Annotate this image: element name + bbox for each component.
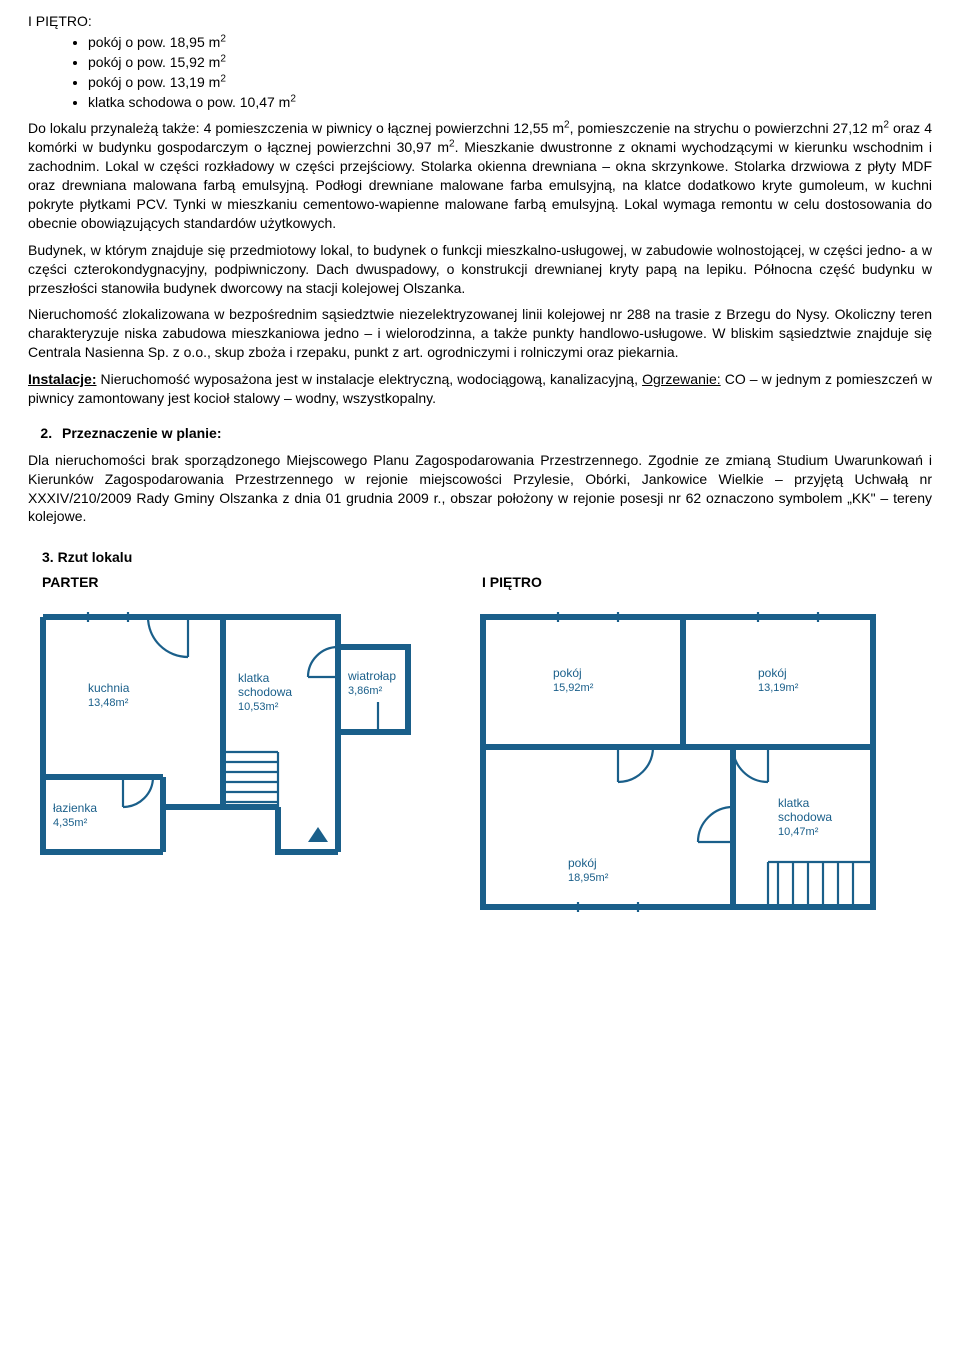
pietro-svg: pokój 15,92m² pokój 13,19m² pokój 18,95m… [468,602,888,922]
label-ogrzewanie: Ogrzewanie: [642,371,721,387]
list-item: klatka schodowa o pow. 10,47 m2 [88,93,932,112]
label-pokoj1: pokój [553,666,582,680]
paragraph-location: Nieruchomość zlokalizowana w bezpośredni… [28,305,932,362]
label-klatka2: schodowa [238,685,292,699]
area-pokoj3: 18,95m² [568,872,609,884]
list-item: pokój o pow. 13,19 m2 [88,73,932,92]
sup: 2 [220,53,226,64]
paragraph-installations: Instalacje: Nieruchomość wyposażona jest… [28,370,932,408]
room-text: pokój o pow. 18,95 m [88,34,220,50]
area-pokoj2: 13,19m² [758,682,799,694]
paragraph-building: Budynek, w którym znajduje się przedmiot… [28,241,932,298]
text: Nieruchomość wyposażona jest w instalacj… [96,371,642,387]
label-klatka: klatka [238,671,270,685]
list-item: pokój o pow. 18,95 m2 [88,33,932,52]
paragraph-plan: Dla nieruchomości brak sporządzonego Mie… [28,451,932,527]
section-2: Przeznaczenie w planie: [56,424,932,443]
label-klatka-p: klatka [778,796,810,810]
plan-pietro: I PIĘTRO [468,573,888,922]
area-kuchnia: 13,48m² [88,697,129,709]
section-3: 3. Rzut lokalu [42,548,932,567]
label-wiatrolap: wiatrołap [347,669,396,683]
sup: 2 [290,93,296,104]
floor-heading: I PIĘTRO: [28,12,932,31]
label-pokoj3: pokój [568,856,597,870]
label-pokoj2: pokój [758,666,787,680]
parter-svg: kuchnia 13,48m² klatka schodowa 10,53m² … [28,602,428,892]
area-klatka-p: 10,47m² [778,826,819,838]
label-lazienka: łazienka [53,801,97,815]
room-text: klatka schodowa o pow. 10,47 m [88,94,290,110]
section-2-title: Przeznaczenie w planie: [56,424,932,443]
paragraph-description: Do lokalu przynależą także: 4 pomieszcze… [28,119,932,232]
area-klatka: 10,53m² [238,701,279,713]
room-text: pokój o pow. 13,19 m [88,74,220,90]
section-3-num: 3. [42,549,54,565]
room-text: pokój o pow. 15,92 m [88,54,220,70]
area-wiatrolap: 3,86m² [348,685,383,697]
floor-plans: PARTER [28,573,932,922]
plan-parter-title: PARTER [42,573,428,592]
label-kuchnia: kuchnia [88,681,130,695]
plan-parter: PARTER [28,573,428,922]
plan-pietro-title: I PIĘTRO [482,573,888,592]
area-pokoj1: 15,92m² [553,682,594,694]
section-3-title: Rzut lokalu [58,549,133,565]
text: Do lokalu przynależą także: 4 pomieszcze… [28,120,564,136]
list-item: pokój o pow. 15,92 m2 [88,53,932,72]
area-lazienka: 4,35m² [53,817,88,829]
sup: 2 [220,33,226,44]
label-instalacje: Instalacje: [28,371,96,387]
label-klatka-p2: schodowa [778,810,832,824]
sup: 2 [220,73,226,84]
room-list: pokój o pow. 18,95 m2 pokój o pow. 15,92… [88,33,932,112]
text: , pomieszczenie na strychu o powierzchni… [570,120,884,136]
